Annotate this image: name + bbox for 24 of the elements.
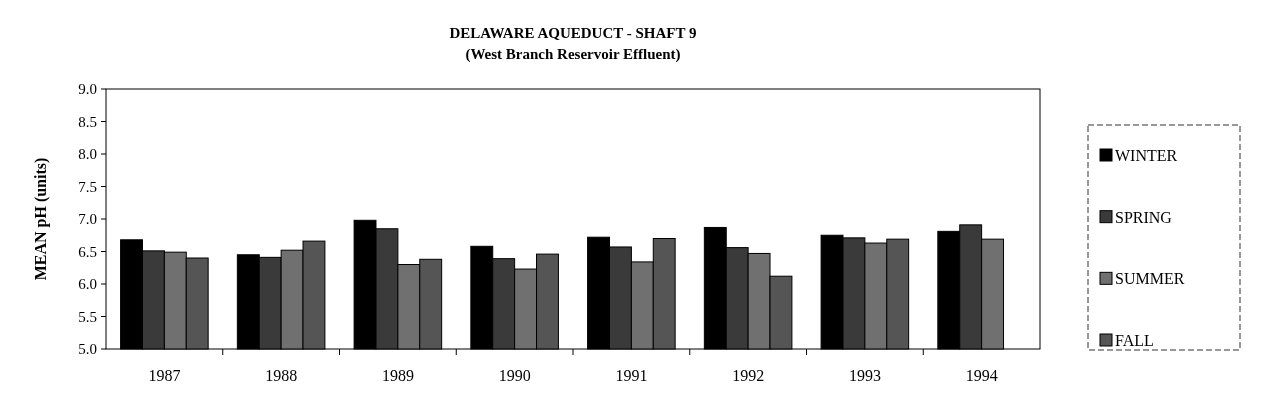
x-tick-label: 1988 [265,367,298,384]
y-tick-label: 5.5 [78,308,97,325]
legend-label: FALL [1115,332,1154,349]
x-tick-label: 1987 [148,367,181,384]
y-tick-label: 6.5 [78,243,97,260]
legend-label: SUMMER [1115,270,1185,288]
y-tick-label: 8.0 [78,146,97,162]
y-tick-label: 8.5 [78,113,97,130]
x-tick-label: 1994 [965,367,998,384]
y-tick-label: 5.0 [78,341,97,357]
x-tick-label: 1992 [732,367,765,384]
legend-label: SPRING [1115,208,1173,226]
y-axis-title: MEAN pH (units) [32,157,50,281]
y-tick-label: 7.5 [78,178,97,195]
y-tick-label: 7.0 [78,211,97,227]
y-tick-label: 6.0 [78,276,97,292]
chart-subtitle: (West Branch Reservoir Effluent) [465,46,681,63]
legend-label: WINTER [1115,147,1178,164]
x-tick-label: 1993 [848,367,881,384]
y-tick-label: 9.0 [78,81,97,97]
chart-title: DELAWARE AQUEDUCT - SHAFT 9 [449,25,697,41]
x-tick-label: 1989 [381,367,414,384]
x-tick-label: 1990 [498,367,531,384]
x-tick-label: 1991 [615,367,648,384]
